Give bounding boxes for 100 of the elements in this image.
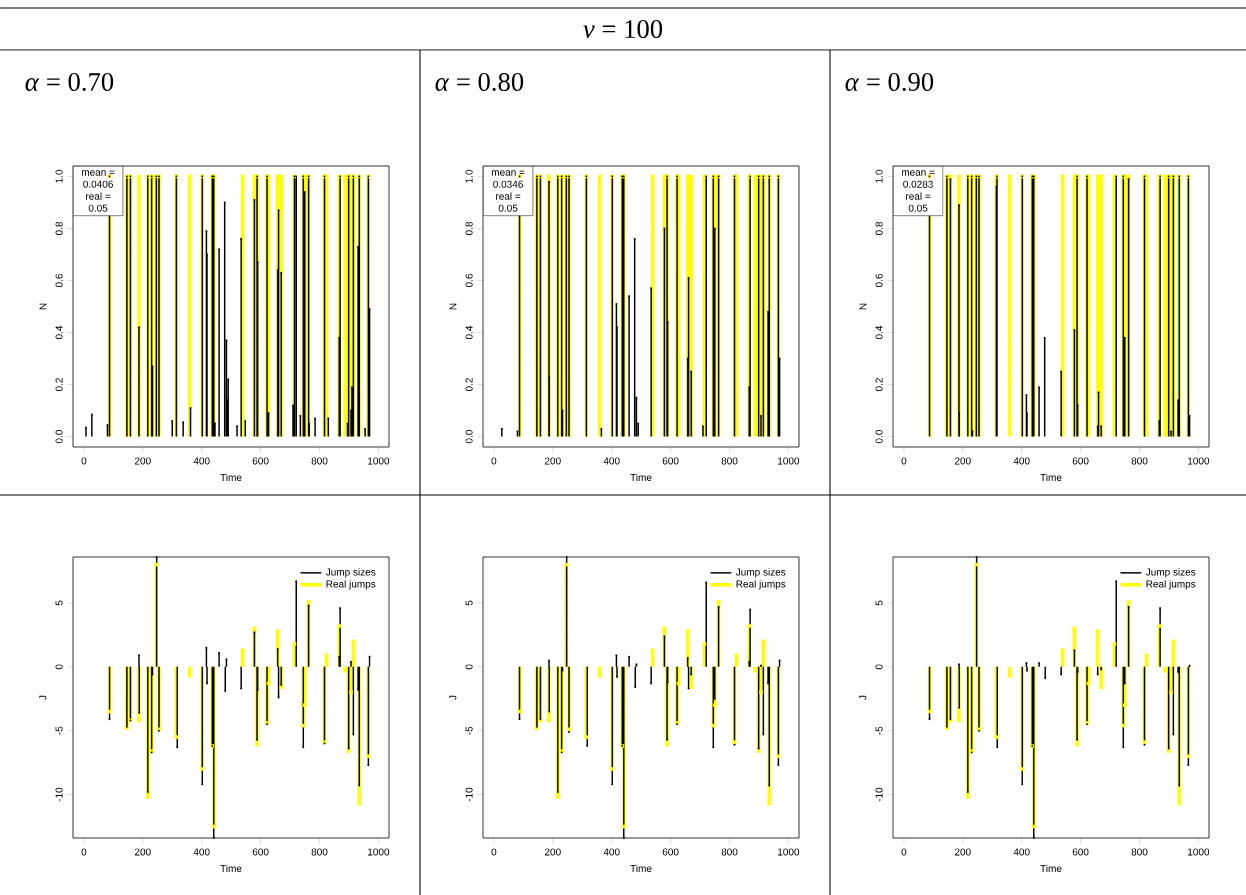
legend-label: Real jumps xyxy=(1146,580,1196,590)
x-tick-label: 1000 xyxy=(778,457,800,465)
y-tick-label: 0.6 xyxy=(55,273,63,288)
x-axis-title: Time xyxy=(630,864,652,872)
x-tick-label: 600 xyxy=(1072,457,1089,465)
x-tick-label: 600 xyxy=(662,457,679,465)
x-tick-label: 0 xyxy=(81,457,87,465)
chart-subtitle: α = 0.80 xyxy=(435,72,524,92)
y-tick-label: 0.4 xyxy=(55,325,63,340)
y-tick-label: -5 xyxy=(55,726,63,735)
x-tick-label: 600 xyxy=(662,848,679,856)
x-tick-label: 1000 xyxy=(778,848,800,856)
y-tick-label: -5 xyxy=(465,726,473,735)
y-tick-label: 0 xyxy=(55,664,63,670)
annotation: 0.05 xyxy=(908,204,928,212)
y-axis-title: J xyxy=(859,695,867,700)
y-tick-label: -10 xyxy=(875,787,883,802)
y-tick-label: 0.0 xyxy=(465,430,473,444)
x-tick-label: 400 xyxy=(193,848,210,856)
x-tick-label: 1000 xyxy=(368,848,390,856)
annotation: mean = xyxy=(81,170,115,176)
x-tick-label: 200 xyxy=(544,457,561,465)
y-axis-title: N xyxy=(39,303,47,310)
legend-label: Jump sizes xyxy=(735,568,786,578)
y-tick-label: 0.8 xyxy=(55,221,63,235)
annotation: real = xyxy=(496,192,521,200)
x-tick-label: 800 xyxy=(311,848,328,856)
annotation: mean = xyxy=(491,170,525,176)
legend-label: Jump sizes xyxy=(325,568,376,578)
y-axis-title: N xyxy=(859,303,867,310)
x-tick-label: 0 xyxy=(901,848,907,856)
annotation: real = xyxy=(86,192,111,200)
x-axis-title: Time xyxy=(630,473,652,481)
x-tick-label: 200 xyxy=(544,848,561,856)
y-tick-label: 0.0 xyxy=(55,430,63,444)
x-tick-label: 800 xyxy=(1131,848,1148,856)
y-tick-label: 0 xyxy=(465,664,473,670)
x-tick-label: 400 xyxy=(603,457,620,465)
annotation: mean = xyxy=(901,170,935,176)
y-tick-label: -10 xyxy=(55,787,63,802)
annotation: 0.05 xyxy=(88,204,108,212)
x-tick-label: 200 xyxy=(954,457,971,465)
x-axis-title: Time xyxy=(220,473,242,481)
x-tick-label: 400 xyxy=(193,457,210,465)
legend-label: Real jumps xyxy=(736,580,786,590)
x-tick-label: 0 xyxy=(81,848,87,856)
x-tick-label: 400 xyxy=(1013,457,1030,465)
x-tick-label: 400 xyxy=(603,848,620,856)
x-tick-label: 800 xyxy=(721,848,738,856)
x-axis-title: Time xyxy=(1040,864,1062,872)
x-tick-label: 200 xyxy=(954,848,971,856)
x-tick-label: 800 xyxy=(721,457,738,465)
legend-label: Jump sizes xyxy=(1145,568,1196,578)
annotation: real = xyxy=(906,192,931,200)
legend-label: Real jumps xyxy=(326,580,376,590)
chart-title: ν = 100 xyxy=(583,20,663,38)
x-tick-label: 600 xyxy=(252,848,269,856)
x-axis-title: Time xyxy=(220,864,242,872)
y-tick-label: 1.0 xyxy=(55,169,63,183)
y-tick-label: 0.8 xyxy=(875,221,883,235)
y-tick-label: 0.4 xyxy=(465,325,473,340)
annotation: 0.0346 xyxy=(493,180,523,188)
y-tick-label: 1.0 xyxy=(465,169,473,183)
x-tick-label: 800 xyxy=(311,457,328,465)
y-tick-label: 1.0 xyxy=(875,169,883,183)
x-tick-label: 0 xyxy=(491,848,497,856)
y-tick-label: 5 xyxy=(875,600,883,606)
y-tick-label: 0.6 xyxy=(465,273,473,288)
chart-subtitle: α = 0.70 xyxy=(25,72,114,92)
y-axis-title: N xyxy=(449,303,457,310)
y-tick-label: 0.0 xyxy=(875,430,883,444)
y-axis-title: J xyxy=(449,695,457,700)
y-tick-label: 5 xyxy=(55,600,63,606)
x-tick-label: 200 xyxy=(134,457,151,465)
y-tick-label: 0.6 xyxy=(875,273,883,288)
x-tick-label: 200 xyxy=(134,848,151,856)
x-tick-label: 600 xyxy=(252,457,269,465)
x-tick-label: 1000 xyxy=(368,457,390,465)
y-tick-label: -5 xyxy=(875,726,883,735)
x-tick-label: 600 xyxy=(1072,848,1089,856)
y-tick-label: -10 xyxy=(465,787,473,802)
x-tick-label: 1000 xyxy=(1188,848,1210,856)
annotation: 0.05 xyxy=(498,204,518,212)
annotation: 0.0283 xyxy=(903,180,933,188)
x-axis-title: Time xyxy=(1040,473,1062,481)
x-tick-label: 800 xyxy=(1131,457,1148,465)
x-tick-label: 0 xyxy=(491,457,497,465)
y-tick-label: 0.2 xyxy=(55,378,63,392)
x-tick-label: 0 xyxy=(901,457,907,465)
annotation: 0.0406 xyxy=(83,180,113,188)
y-tick-label: 0.2 xyxy=(465,378,473,392)
x-tick-label: 1000 xyxy=(1188,457,1210,465)
y-axis-title: J xyxy=(39,695,47,700)
y-tick-label: 0.4 xyxy=(875,325,883,340)
y-tick-label: 0 xyxy=(875,664,883,670)
x-tick-label: 400 xyxy=(1013,848,1030,856)
y-tick-label: 5 xyxy=(465,600,473,606)
chart-subtitle: α = 0.90 xyxy=(845,72,934,92)
y-tick-label: 0.8 xyxy=(465,221,473,235)
y-tick-label: 0.2 xyxy=(875,378,883,392)
